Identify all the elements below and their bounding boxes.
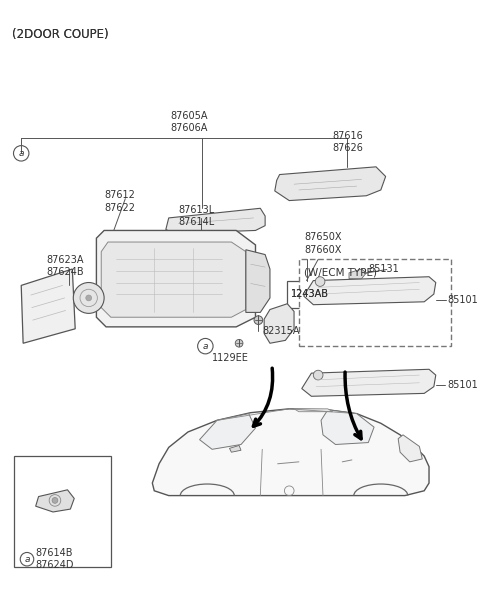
Polygon shape (349, 269, 366, 279)
Text: (W/ECM TYPE): (W/ECM TYPE) (304, 267, 377, 277)
Text: a: a (203, 342, 208, 350)
Circle shape (52, 498, 58, 503)
Text: (2DOOR COUPE): (2DOOR COUPE) (12, 28, 108, 41)
Polygon shape (398, 435, 422, 462)
Polygon shape (200, 414, 255, 449)
Polygon shape (152, 409, 429, 496)
Text: 87612
87622: 87612 87622 (104, 190, 135, 213)
Text: a: a (18, 149, 24, 158)
FancyBboxPatch shape (288, 280, 332, 308)
Text: 82315A: 82315A (262, 326, 300, 336)
Text: a: a (24, 554, 30, 564)
Polygon shape (264, 304, 294, 343)
Polygon shape (166, 208, 265, 234)
Text: 85131: 85131 (368, 264, 399, 274)
Polygon shape (96, 231, 255, 327)
Text: (2DOOR COUPE): (2DOOR COUPE) (12, 28, 108, 41)
Polygon shape (229, 445, 241, 452)
Polygon shape (275, 167, 385, 200)
Text: 85101: 85101 (447, 380, 478, 390)
Polygon shape (302, 369, 436, 396)
Text: 87605A
87606A: 87605A 87606A (170, 111, 208, 133)
FancyBboxPatch shape (299, 259, 451, 346)
Circle shape (254, 316, 263, 324)
Circle shape (73, 282, 104, 313)
Circle shape (86, 295, 92, 301)
Polygon shape (101, 242, 246, 317)
Circle shape (235, 339, 243, 347)
Polygon shape (36, 490, 74, 512)
Text: 85101: 85101 (447, 295, 478, 305)
Text: 1243AB: 1243AB (290, 289, 328, 299)
Text: 87614B
87624D: 87614B 87624D (36, 548, 74, 570)
Polygon shape (294, 409, 333, 412)
Text: 1243AB: 1243AB (290, 289, 328, 299)
Text: 87616
87626: 87616 87626 (333, 131, 363, 154)
Circle shape (313, 370, 323, 380)
FancyBboxPatch shape (14, 456, 111, 567)
Polygon shape (246, 250, 270, 313)
Text: 87623A
87624B: 87623A 87624B (46, 255, 84, 278)
Text: 1129EE: 1129EE (212, 353, 249, 363)
Text: 87613L
87614L: 87613L 87614L (179, 205, 215, 227)
Text: 87650X
87660X: 87650X 87660X (305, 232, 342, 254)
Polygon shape (21, 269, 75, 343)
Polygon shape (304, 277, 436, 305)
Circle shape (315, 277, 325, 286)
Polygon shape (321, 410, 374, 445)
